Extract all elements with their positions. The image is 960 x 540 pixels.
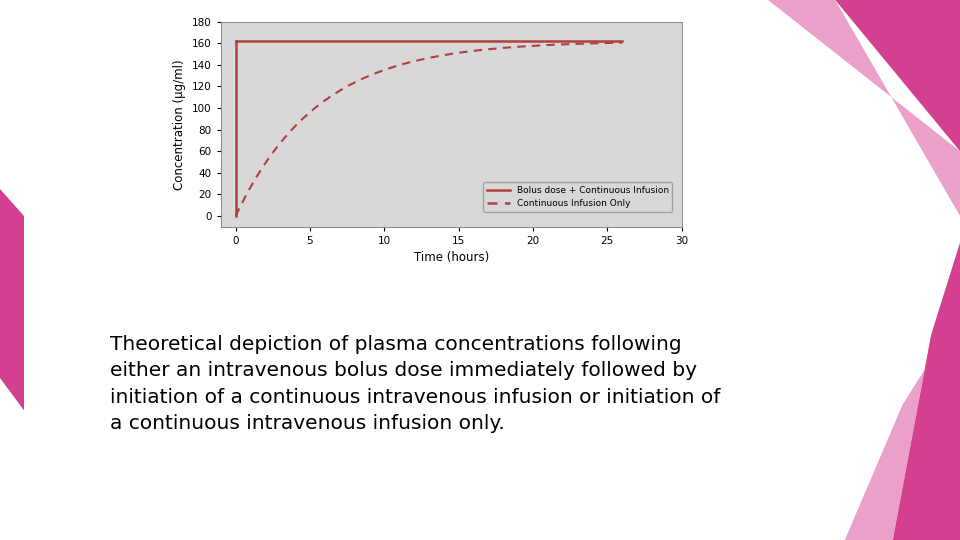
Continuous Infusion Only [250,176,261,182]
Text: Theoretical depiction of plasma concentrations following
either an intravenous b: Theoretical depiction of plasma concentr… [110,335,721,433]
Line: Continuous Infusion Only: Continuous Infusion Only [235,43,622,216]
Y-axis label: Concentration (μg/ml): Concentration (μg/ml) [174,59,186,190]
Continuous Infusion Only [616,39,628,46]
X-axis label: Time (hours): Time (hours) [414,252,489,265]
Continuous Infusion Only [605,39,616,46]
Continuous Infusion Only [418,56,429,62]
Continuous Infusion Only [229,213,241,219]
Continuous Infusion Only [408,58,420,65]
Continuous Infusion Only [534,42,545,49]
Legend: Bolus dose + Continuous Infusion, Continuous Infusion Only: Bolus dose + Continuous Infusion, Contin… [483,183,672,212]
Continuous Infusion Only [605,39,616,46]
